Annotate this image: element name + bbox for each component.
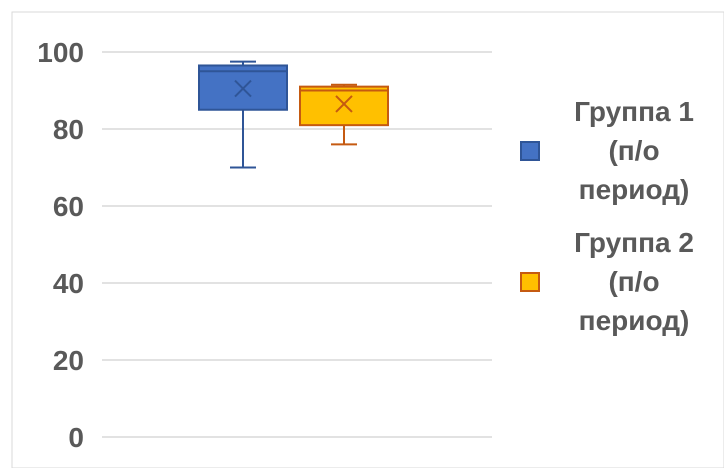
chart-border: [11, 11, 724, 468]
legend-label-series-1: Группа 1 (п/о период): [574, 96, 694, 205]
box-series-layer: [198, 60, 389, 169]
mean-marker-1: [234, 79, 252, 98]
chart-legend: Группа 1 (п/о период) Группа 2 (п/о пери…: [520, 92, 720, 354]
y-tick-label-40: 40: [53, 268, 84, 299]
y-tick-label-100: 100: [37, 37, 84, 68]
box-series-1: [198, 60, 288, 169]
mean-marker-2: [335, 95, 353, 113]
legend-item-series-2: Группа 2 (п/о период): [520, 223, 720, 340]
y-tick-label-20: 20: [53, 345, 84, 376]
y-tick-label-80: 80: [53, 114, 84, 145]
legend-label-series-2: Группа 2 (п/о период): [574, 227, 694, 336]
legend-item-series-1: Группа 1 (п/о период): [520, 92, 720, 209]
legend-swatch-series-2: [520, 271, 540, 292]
box-iqr-2: [299, 85, 389, 127]
y-axis-tick-labels: 0 20 40 60 80 100: [37, 37, 84, 453]
y-tick-label-60: 60: [53, 191, 84, 222]
y-tick-label-0: 0: [68, 422, 84, 453]
legend-swatch-series-1: [520, 140, 540, 161]
grid-lines: [102, 51, 492, 438]
box-series-2: [299, 83, 389, 146]
